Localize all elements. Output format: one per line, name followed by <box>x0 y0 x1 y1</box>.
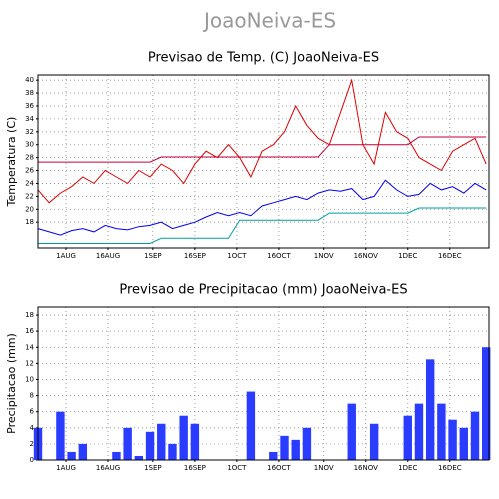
x-tick-label: 16NOV <box>354 252 379 260</box>
bar <box>168 443 177 460</box>
x-tick-label: 1NOV <box>314 252 334 260</box>
x-tick-label: 16SEP <box>184 464 206 472</box>
plot-frame <box>37 306 490 461</box>
y-tick-label: 34 <box>25 115 34 123</box>
bar <box>179 415 188 460</box>
bar <box>369 423 379 460</box>
y-tick-label: 8 <box>30 392 34 400</box>
main-title: JoaoNeiva-ES <box>202 9 336 33</box>
y-tick-label: 24 <box>25 179 34 187</box>
x-tick-label: 16OCT <box>267 252 291 260</box>
bar <box>78 443 88 460</box>
y-tick-label: 10 <box>25 375 34 383</box>
bar <box>134 455 144 460</box>
x-tick-label: 1DEC <box>398 252 417 260</box>
x-tick-label: 1OCT <box>227 252 247 260</box>
y-tick-label: 2 <box>30 440 34 448</box>
x-tick-label: 16NOV <box>354 464 379 472</box>
chart-title: Previsao de Precipitacao (mm) JoaoNeiva-… <box>119 283 407 298</box>
chart-title: Previsao de Temp. (C) JoaoNeiva-ES <box>148 51 379 66</box>
bar <box>123 427 132 460</box>
x-tick-label: 1NOV <box>314 464 334 472</box>
series-line <box>37 179 487 236</box>
bar <box>269 451 278 460</box>
y-tick-label: 16 <box>25 327 34 335</box>
bar <box>56 411 65 460</box>
series-line <box>37 78 487 204</box>
y-tick-label: 40 <box>25 76 34 84</box>
bar <box>67 451 76 460</box>
x-tick-label: 16DEC <box>438 252 462 260</box>
y-tick-label: 0 <box>30 456 34 464</box>
bar <box>302 427 312 460</box>
bar <box>414 403 424 460</box>
x-tick-label: 16AUG <box>96 464 120 472</box>
y-tick-label: 36 <box>25 102 34 110</box>
series-line <box>38 207 487 244</box>
x-tick-label: 1OCT <box>227 464 247 472</box>
y-tick-label: 28 <box>25 154 34 162</box>
bar <box>470 411 480 460</box>
x-tick-label: 16AUG <box>96 252 120 260</box>
bar <box>459 427 468 460</box>
plot-frame <box>37 74 490 249</box>
y-tick-label: 20 <box>25 205 34 213</box>
y-tick-label: 30 <box>25 141 34 149</box>
y-tick-label: 32 <box>25 128 34 136</box>
bar <box>145 431 155 460</box>
bar <box>448 419 457 460</box>
bar <box>157 423 166 460</box>
x-tick-label: 1AUG <box>56 252 76 260</box>
series-line <box>38 136 487 163</box>
bar <box>246 391 256 460</box>
bar <box>437 403 446 460</box>
y-axis-label: Temperatura (C) <box>5 117 18 208</box>
bar <box>481 347 491 460</box>
y-tick-label: 26 <box>25 167 34 175</box>
x-tick-label: 16DEC <box>438 464 462 472</box>
y-tick-label: 4 <box>30 424 35 432</box>
y-tick-label: 22 <box>25 192 34 200</box>
bar <box>347 403 356 460</box>
bar <box>280 435 289 460</box>
x-tick-label: 1AUG <box>56 464 76 472</box>
y-tick-label: 6 <box>30 408 35 416</box>
x-tick-label: 16SEP <box>184 252 206 260</box>
x-tick-label: 1SEP <box>144 464 162 472</box>
bar <box>190 423 200 460</box>
bar <box>112 451 121 460</box>
x-tick-label: 1SEP <box>144 252 162 260</box>
bar <box>403 415 412 460</box>
y-tick-label: 38 <box>25 89 34 97</box>
y-tick-label: 18 <box>25 218 34 226</box>
bar <box>291 439 300 460</box>
x-tick-label: 1DEC <box>398 464 417 472</box>
bar <box>425 359 435 460</box>
y-tick-label: 14 <box>25 343 34 351</box>
y-tick-label: 12 <box>25 359 34 367</box>
y-tick-label: 18 <box>25 311 34 319</box>
x-tick-label: 16OCT <box>267 464 291 472</box>
y-axis-label: Precipitacao (mm) <box>5 333 18 434</box>
